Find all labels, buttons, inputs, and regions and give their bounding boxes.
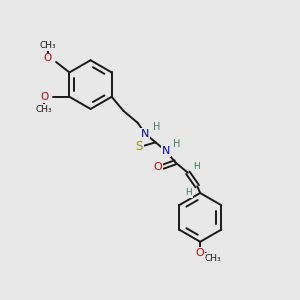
Text: O: O [44,53,52,64]
Text: N: N [141,129,149,139]
Text: CH₃: CH₃ [36,105,52,114]
Text: S: S [136,140,143,153]
Text: N: N [162,146,170,156]
Text: CH₃: CH₃ [204,254,221,263]
Text: CH₃: CH₃ [39,41,56,50]
Text: H: H [185,188,192,197]
Text: O: O [153,162,162,172]
Text: O: O [196,248,205,258]
Text: H: H [153,122,160,132]
Text: H: H [173,140,181,149]
Text: H: H [193,162,200,171]
Text: O: O [40,92,48,102]
